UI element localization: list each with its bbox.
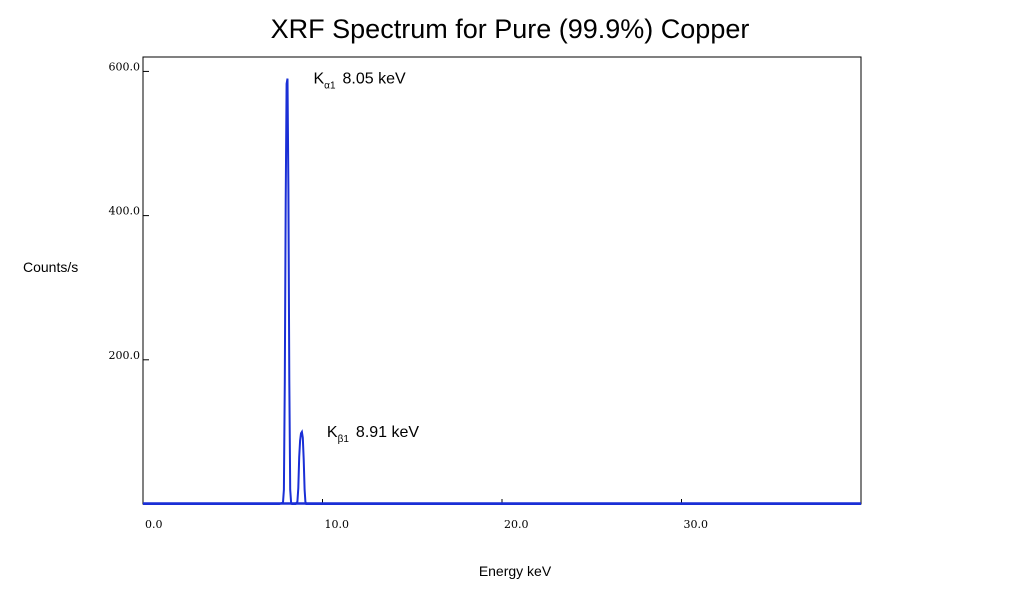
x-tick-label-1: 10.0 <box>325 518 350 531</box>
x-axis-label: Energy keV <box>479 563 552 579</box>
x-tick-label-2: 20.0 <box>504 518 529 531</box>
x-tick-label-3: 30.0 <box>684 518 709 531</box>
y-tick-label-1: 400.0 <box>109 205 141 218</box>
peak-annotation-1: Kβ1 8.91 keV <box>327 424 419 445</box>
chart-title: XRF Spectrum for Pure (99.9%) Copper <box>271 14 750 44</box>
peak-annotations: Kα1 8.05 keV Kβ1 8.91 keV <box>313 71 419 445</box>
y-axis-label: Counts/s <box>23 259 78 275</box>
series-line-spectrum <box>143 78 861 505</box>
plot-area-frame <box>142 56 862 505</box>
peak-annotation-0: Kα1 8.05 keV <box>313 71 406 92</box>
y-tick-label-0: 200.0 <box>109 349 141 362</box>
y-tick-label-2: 600.0 <box>109 60 141 73</box>
axis-ticks: 0.0 10.0 20.0 30.0 200.0 400.0 600.0 <box>109 60 709 531</box>
x-tick-label-0: 0.0 <box>145 518 163 531</box>
